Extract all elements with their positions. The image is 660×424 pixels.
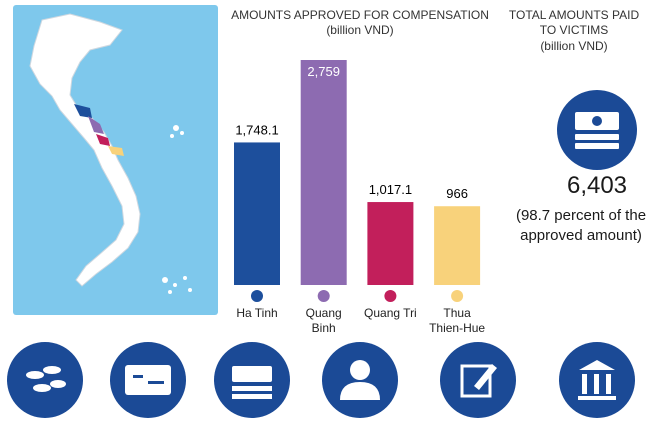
bar xyxy=(234,142,280,285)
chart-title: AMOUNTS APPROVED FOR COMPENSATION xyxy=(231,8,489,22)
money-icon xyxy=(575,112,619,149)
total-unit: (billion VND) xyxy=(540,39,608,53)
bar xyxy=(434,206,481,285)
bar xyxy=(300,60,347,285)
legend-dot xyxy=(251,290,263,302)
bottom-icons xyxy=(7,342,635,418)
legend-dot xyxy=(384,290,397,302)
category-label: Quang Tri xyxy=(364,306,417,320)
category-label: Ha Tinh xyxy=(236,306,278,320)
value-label: 1,748.1 xyxy=(235,122,278,137)
vietnam-map xyxy=(29,13,141,287)
islands xyxy=(162,125,192,294)
category-label: Quang Binh xyxy=(305,306,342,335)
legend-dot xyxy=(317,290,330,302)
total-title: TOTAL AMOUNTS PAID TO VICTIMS xyxy=(508,8,640,37)
ha-tinh-region xyxy=(74,104,92,118)
bar xyxy=(367,202,414,285)
chart-subtitle: (billion VND) xyxy=(326,23,394,37)
value-label: 1,017.1 xyxy=(369,182,412,197)
thua-thien-hue-region xyxy=(108,146,124,156)
total-note: (98.7 percent of the approved amount) xyxy=(515,207,647,244)
quang-binh-region xyxy=(88,116,104,134)
legend-dot xyxy=(451,290,464,302)
total-value: 6,403 xyxy=(566,172,628,199)
quang-tri-region xyxy=(96,134,110,146)
category-label: Thua Thien-Hue xyxy=(429,306,486,335)
value-label: 2,759 xyxy=(307,64,340,79)
value-label: 966 xyxy=(446,186,468,201)
